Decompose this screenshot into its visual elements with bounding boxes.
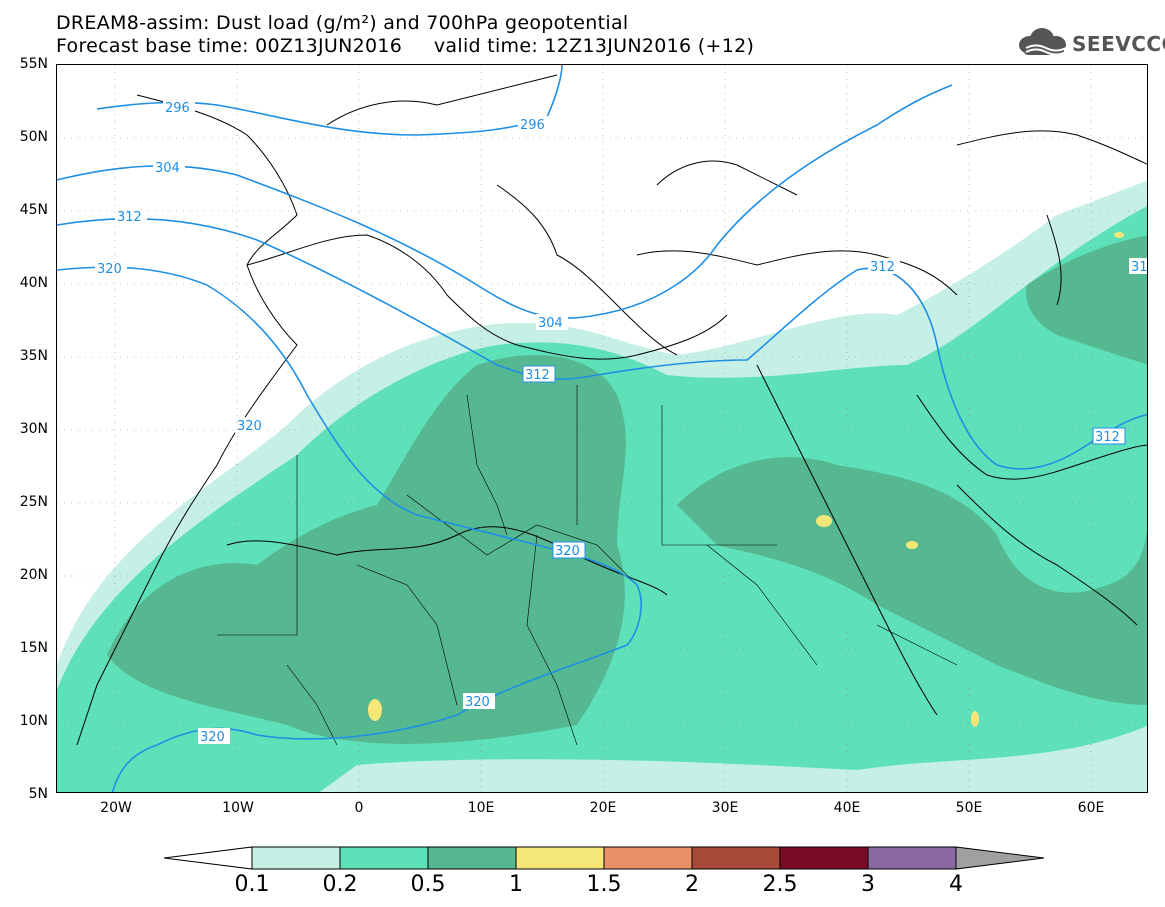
dust-load-colorbar <box>164 846 1044 870</box>
lon-label-0: 0 <box>354 800 364 816</box>
graticule <box>57 65 1147 792</box>
colorbar-segment <box>339 846 429 870</box>
dust-band-0.5-1-east <box>677 457 1147 705</box>
colorbar-segment <box>779 846 869 870</box>
forecast-time-subtitle: Forecast base time: 00Z13JUN2016 valid t… <box>56 35 755 57</box>
colorbar-label: 2 <box>685 872 699 897</box>
colorbar-label: 2.5 <box>762 872 798 897</box>
dust-peak-1-1.5-arabia <box>906 541 918 549</box>
lon-label-20w: 20W <box>100 800 132 816</box>
lat-label-20n: 20N <box>19 567 48 583</box>
dust-band-0.5-1-northeast <box>1026 235 1147 365</box>
contour-label: 320 <box>465 695 490 710</box>
dust-shading <box>57 180 1147 792</box>
contour-304-north <box>57 84 953 319</box>
lat-label-45n: 45N <box>19 202 48 218</box>
lat-label-25n: 25N <box>19 494 48 510</box>
contour-label: 304 <box>155 161 180 176</box>
map-panel: 296 296 304 304 312 312 312 312 312 320 … <box>56 64 1148 793</box>
colorbar-label: 3 <box>861 872 875 897</box>
contour-label: 296 <box>165 101 190 116</box>
contour-label: 312 <box>117 210 142 225</box>
colorbar-label: 0.5 <box>410 872 446 897</box>
colorbar-segment <box>251 846 341 870</box>
colorbar-under-arrow <box>164 846 253 870</box>
colorbar-label: 1.5 <box>586 872 622 897</box>
lon-label-10e: 10E <box>467 800 495 816</box>
lon-label-40e: 40E <box>833 800 861 816</box>
colorbar-label: 1 <box>509 872 523 897</box>
seevccc-logo <box>1019 28 1067 56</box>
dust-peak-1-1.5-somalia <box>971 711 979 727</box>
colorbar-segment <box>867 846 957 870</box>
contour-label: 320 <box>555 544 580 559</box>
dust-peak-1-1.5-niger <box>368 699 382 721</box>
logo-text: SEEVCCC <box>1072 32 1165 56</box>
contour-label: 312 <box>870 260 895 275</box>
lon-label-10w: 10W <box>222 800 254 816</box>
lat-label-30n: 30N <box>19 421 48 437</box>
lat-label-40n: 40N <box>19 275 48 291</box>
colorbar-label: 0.2 <box>322 872 358 897</box>
colorbar-segment <box>427 846 517 870</box>
colorbar-label: 0.1 <box>234 872 270 897</box>
contour-label: 296 <box>520 118 545 133</box>
lat-label-10n: 10N <box>19 713 48 729</box>
lat-label-50n: 50N <box>19 129 48 145</box>
colorbar-segment <box>515 846 605 870</box>
contour-312 <box>57 217 1147 470</box>
lon-label-60e: 60E <box>1077 800 1105 816</box>
coastlines <box>76 74 1147 746</box>
contour-label: 312 <box>525 368 550 383</box>
contour-label: 312 <box>1095 430 1120 445</box>
contour-label: 320 <box>237 419 262 434</box>
lon-label-50e: 50E <box>955 800 983 816</box>
contour-320 <box>57 266 642 792</box>
contour-labels: 296 296 304 304 312 312 312 312 312 320 … <box>95 99 1148 745</box>
contour-label: 320 <box>200 730 225 745</box>
lat-label-15n: 15N <box>19 640 48 656</box>
contour-label: 312 <box>1131 260 1148 275</box>
contour-label: 304 <box>538 316 563 331</box>
dust-peak-1-1.5-caspian <box>1114 232 1124 238</box>
lat-label-35n: 35N <box>19 348 48 364</box>
dust-load-map: 296 296 304 304 312 312 312 312 312 320 … <box>57 65 1148 792</box>
colorbar-over-arrow <box>955 846 1044 870</box>
colorbar-segment <box>691 846 781 870</box>
country-borders <box>217 385 958 746</box>
lon-label-20e: 20E <box>589 800 617 816</box>
colorbar-segment <box>603 846 693 870</box>
colorbar-label: 4 <box>949 872 963 897</box>
contour-label: 320 <box>97 262 122 277</box>
lon-label-30e: 30E <box>711 800 739 816</box>
lat-label-5n: 5N <box>28 786 48 802</box>
lat-label-55n: 55N <box>19 56 48 72</box>
map-title: DREAM8-assim: Dust load (g/m²) and 700hP… <box>56 12 629 34</box>
dust-peak-1-1.5-redsea <box>816 515 832 527</box>
